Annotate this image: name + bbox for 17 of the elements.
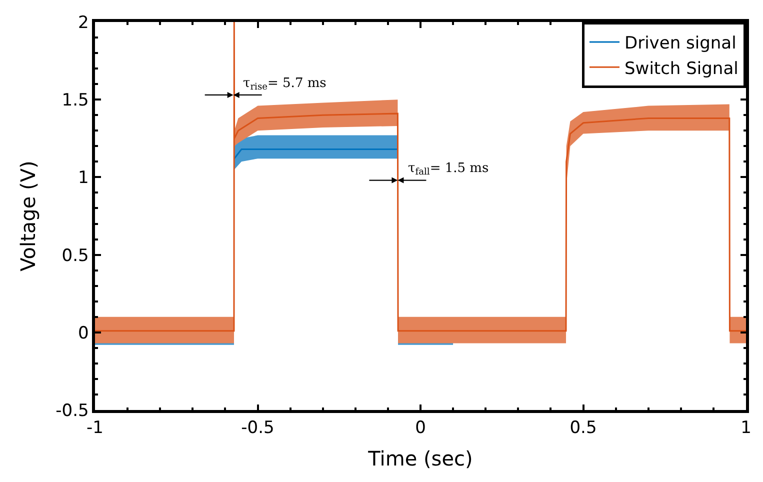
y-axis-title: Voltage (V) — [16, 160, 40, 272]
x-tick-label: -0.5 — [241, 418, 274, 438]
annotation: τ$_{fall}$= 1.5 ms — [408, 161, 489, 178]
legend-label: Driven signal — [624, 34, 736, 54]
x-tick-label: 0 — [415, 418, 426, 438]
annotation: τ$_{rise}$= 5.7 ms — [243, 76, 326, 93]
legend-label: Switch Signal — [624, 58, 738, 79]
y-tick-label: 0 — [78, 323, 89, 344]
y-tick-label: 1.5 — [62, 90, 89, 111]
y-tick-label: -0.5 — [56, 400, 89, 421]
x-tick-label: -1 — [86, 418, 104, 438]
y-tick-label: 1 — [78, 168, 89, 188]
x-axis-title: Time (sec) — [367, 446, 473, 471]
y-tick-label: 0.5 — [62, 246, 89, 266]
x-tick-label: 1 — [740, 418, 752, 438]
x-tick-label: 0.5 — [570, 418, 597, 438]
y-tick-label: 2 — [78, 12, 89, 33]
